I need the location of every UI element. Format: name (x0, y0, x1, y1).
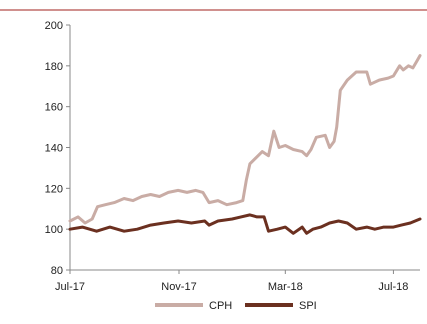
x-tick-label: Nov-17 (161, 281, 196, 293)
y-tick-label: 160 (45, 102, 63, 114)
plot-area (69, 25, 420, 271)
series-line-cph (68, 54, 422, 225)
y-tick-label: 140 (45, 143, 63, 155)
legend-label-cph: CPH (209, 300, 232, 312)
y-axis: 80 100 120 140 160 180 200 (45, 20, 70, 277)
y-tick-label: 100 (45, 224, 63, 236)
x-axis: Jul-17 Nov-17 Mar-18 Jul-18 (55, 270, 408, 293)
series-group (68, 54, 422, 235)
x-tick-label: Jul-18 (378, 281, 408, 293)
x-tick-label: Mar-18 (268, 281, 303, 293)
y-tick-label: 80 (51, 265, 63, 277)
x-tick-label: Jul-17 (55, 281, 85, 293)
y-tick-label: 180 (45, 61, 63, 73)
series-line-spi (68, 213, 422, 235)
y-tick-label: 120 (45, 183, 63, 195)
legend: CPH SPI (155, 300, 317, 312)
legend-label-spi: SPI (299, 300, 317, 312)
y-tick-label: 200 (45, 20, 63, 32)
